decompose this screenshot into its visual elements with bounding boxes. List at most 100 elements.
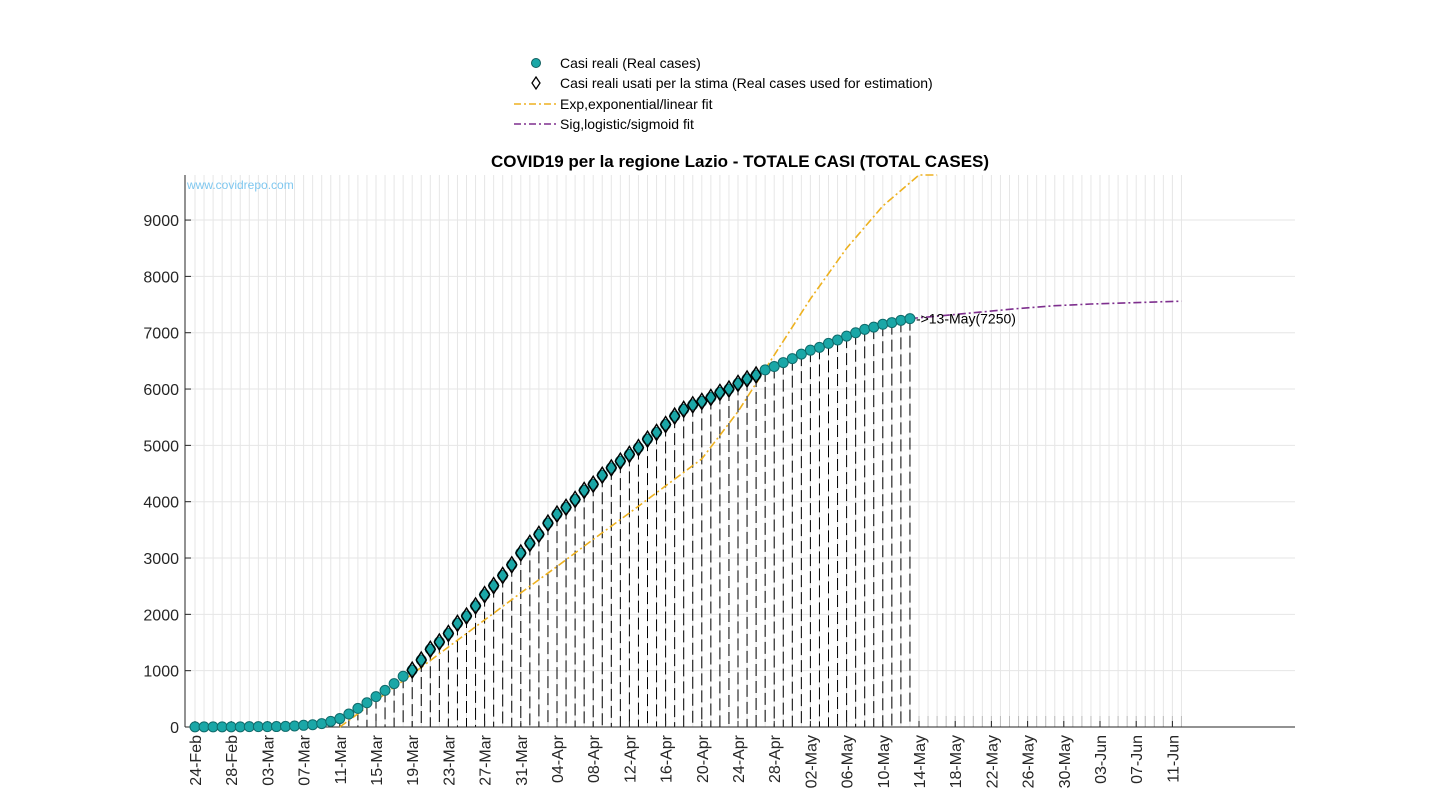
real-case-point [216, 721, 228, 733]
x-tick-label: 03-Jun [1093, 735, 1110, 784]
y-tick-label: 9000 [143, 213, 179, 230]
real-case-point [234, 721, 246, 733]
estimation-point [442, 624, 455, 643]
x-tick-label: 24-Feb [188, 735, 205, 786]
legend-marker-real-cases [531, 58, 541, 68]
y-tick-label: 7000 [143, 326, 179, 343]
real-case-point [859, 323, 871, 335]
estimation-point [587, 474, 600, 494]
legend-marker-used-for-estimation [531, 75, 541, 91]
real-case-point [841, 330, 853, 342]
real-case-point [343, 708, 355, 720]
real-case-point [261, 721, 273, 733]
real-case-point [280, 720, 291, 732]
x-tick-label: 07-Jun [1129, 735, 1146, 784]
chart-title: COVID19 per la regione Lazio - TOTALE CA… [491, 152, 989, 171]
annotation-last-value: ->13-May(7250) [916, 311, 1016, 327]
estimation-point [614, 451, 627, 471]
watermark: www.covidrepo.com [186, 178, 294, 192]
y-tick-label: 5000 [143, 438, 179, 455]
estimation-point [650, 423, 663, 442]
real-case-point [325, 715, 337, 727]
estimation-point [406, 660, 419, 680]
estimation-point [668, 406, 681, 426]
estimation-point [514, 543, 527, 563]
x-tick-label: 20-Apr [695, 734, 712, 783]
stems [194, 318, 1182, 727]
estimation-point [487, 576, 500, 595]
estimation-point [641, 429, 654, 449]
real-case-point [225, 721, 237, 733]
real-case-point [895, 314, 907, 326]
estimation-point [623, 445, 636, 464]
x-tick-label: 22-May [984, 735, 1001, 788]
estimation-point [551, 504, 563, 524]
x-tick-label: 15-Mar [369, 734, 386, 785]
estimation-point [424, 639, 437, 659]
x-tick-label: 04-Apr [550, 734, 567, 783]
x-tick-label: 06-May [840, 735, 857, 788]
real-case-point [198, 721, 210, 733]
estimation-point [478, 585, 491, 604]
real-case-point [786, 353, 798, 365]
estimation-point [695, 392, 708, 411]
estimation-point [560, 498, 572, 517]
real-case-point [886, 317, 898, 329]
real-case-point [370, 691, 382, 703]
x-tick-label: 28-Feb [224, 735, 241, 786]
x-tick-label: 07-Mar [297, 734, 314, 785]
x-tick-label: 27-Mar [478, 734, 495, 785]
estimation-point [677, 399, 690, 419]
x-tick-label: 28-Apr [767, 734, 784, 783]
real-case-point [804, 344, 816, 356]
legend-label-sig-fit: Sig,logistic/sigmoid fit [560, 116, 694, 132]
x-tick-label: 08-Apr [586, 734, 603, 783]
real-case-point [388, 678, 400, 690]
x-tick-label: 23-Mar [441, 734, 458, 785]
exp-fit-line [339, 174, 938, 728]
estimation-point [705, 388, 717, 407]
real-case-point [334, 713, 346, 725]
real-case-point [361, 697, 373, 709]
real-case-point [768, 361, 780, 373]
x-tick-label: 30-May [1057, 735, 1074, 788]
estimation-point [415, 650, 428, 670]
estimation-point [605, 458, 618, 478]
estimation-point [469, 596, 482, 616]
y-tick-label: 4000 [143, 495, 179, 512]
grid [185, 175, 1295, 728]
x-tick-label: 18-May [948, 735, 965, 788]
x-tick-label: 14-May [912, 735, 929, 788]
real-case-point [289, 720, 301, 732]
legend-label-exp-fit: Exp,exponential/linear fit [560, 96, 713, 112]
estimation-point [632, 438, 645, 457]
estimation-point [750, 365, 762, 385]
y-tick-label: 2000 [143, 607, 179, 624]
real-case-point [352, 702, 364, 714]
estimation-point [496, 566, 509, 585]
estimation-point [451, 614, 464, 633]
real-case-point [877, 318, 889, 330]
y-tick-label: 3000 [143, 551, 179, 568]
estimation-point [569, 490, 581, 509]
y-tick-label: 6000 [143, 382, 179, 399]
real-case-point [759, 364, 771, 376]
real-case-point [379, 684, 391, 696]
real-case-point [832, 334, 844, 346]
real-case-point [316, 718, 328, 730]
estimation-point [524, 534, 536, 553]
real-case-point [252, 721, 264, 733]
real-case-point [823, 337, 834, 349]
legend-label-used-for-estimation: Casi reali usati per la stima (Real case… [560, 75, 933, 91]
real-case-point [904, 313, 916, 325]
x-tick-label: 31-Mar [514, 734, 531, 785]
x-tick-label: 26-May [1021, 735, 1038, 788]
estimation-point [460, 606, 473, 626]
y-tick-label: 0 [170, 720, 179, 737]
estimation-point [686, 395, 699, 415]
estimation-point [505, 555, 518, 575]
real-case-point [397, 670, 409, 682]
real-case-point [243, 721, 255, 733]
x-tick-label: 03-Mar [260, 734, 277, 785]
x-tick-label: 16-Apr [659, 734, 676, 783]
